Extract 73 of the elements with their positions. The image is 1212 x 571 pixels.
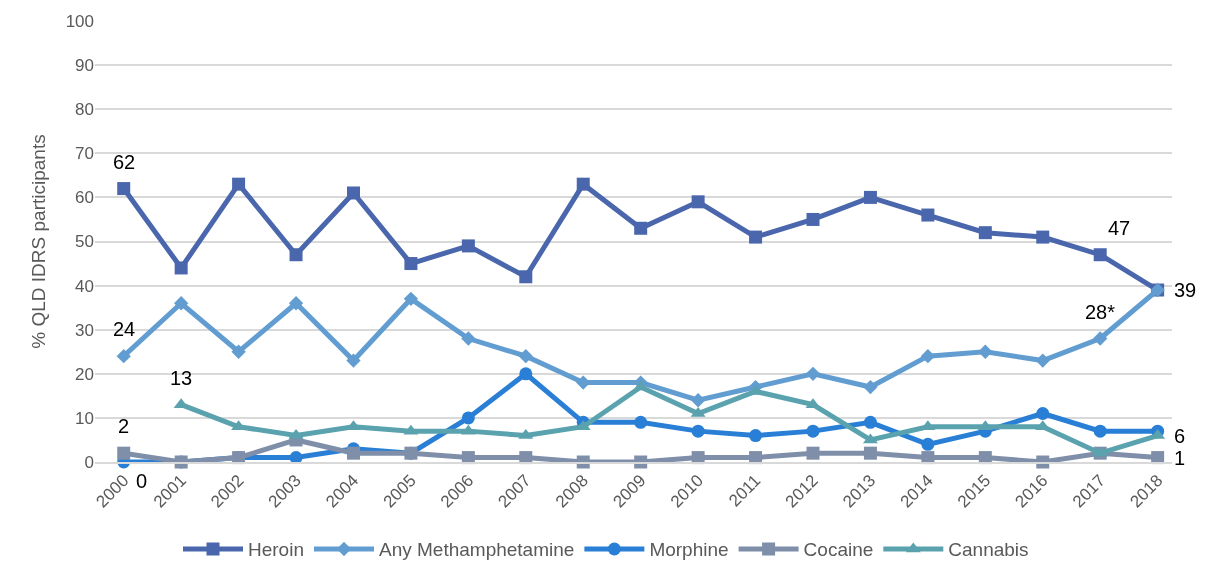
point <box>519 270 533 284</box>
point <box>346 186 360 200</box>
y-tick-label: 40 <box>75 276 94 296</box>
point <box>346 353 361 368</box>
legend-label: Morphine <box>649 539 729 561</box>
point <box>117 182 131 196</box>
point <box>634 221 648 235</box>
point <box>289 248 303 262</box>
data-label: 28* <box>1085 301 1116 323</box>
data-label: 1 <box>1174 447 1186 469</box>
point <box>690 393 706 408</box>
data-label: 2 <box>118 415 130 437</box>
point <box>863 379 878 395</box>
point <box>576 177 590 191</box>
point <box>461 331 476 346</box>
point <box>806 212 820 226</box>
point <box>749 230 763 244</box>
point <box>174 296 189 311</box>
y-tick-label: 0 <box>84 452 94 472</box>
point <box>518 349 533 364</box>
point <box>1093 424 1107 438</box>
legend-label: Cannabis <box>948 539 1029 561</box>
y-tick-label: 100 <box>65 11 94 31</box>
point <box>1035 353 1050 368</box>
y-tick-label: 10 <box>75 408 94 428</box>
point <box>117 446 131 460</box>
data-label: 13 <box>170 367 193 389</box>
point <box>232 177 246 191</box>
point <box>978 344 993 359</box>
legend-label: Any Methamphetamine <box>378 539 575 561</box>
y-tick-label: 50 <box>75 232 94 252</box>
point <box>461 411 475 425</box>
point <box>691 195 705 209</box>
point <box>346 446 360 460</box>
legend-label: Heroin <box>248 539 304 561</box>
point <box>403 291 419 306</box>
point <box>806 446 820 460</box>
point <box>634 415 648 429</box>
y-tick-label: 80 <box>75 100 94 120</box>
point <box>921 437 935 451</box>
point <box>116 349 131 364</box>
point <box>461 239 475 253</box>
data-label: 39 <box>1174 279 1197 301</box>
y-tick-label: 20 <box>75 364 94 384</box>
point <box>749 429 763 443</box>
data-label: 62 <box>113 151 136 173</box>
data-label: 24 <box>113 318 136 340</box>
point <box>863 415 877 429</box>
y-tick-label: 30 <box>75 320 94 340</box>
point <box>519 367 533 381</box>
point <box>1036 406 1050 420</box>
y-tick-label: 70 <box>75 144 94 164</box>
point <box>921 208 935 222</box>
legend-label: Cocaine <box>803 539 874 561</box>
point <box>174 261 188 275</box>
point <box>231 344 246 359</box>
data-label: 0 <box>136 470 148 492</box>
point <box>863 190 877 204</box>
point <box>288 296 304 311</box>
point <box>806 424 820 438</box>
point <box>1093 248 1107 262</box>
point <box>404 257 418 271</box>
point <box>1093 331 1108 346</box>
y-tick-label: 60 <box>75 188 94 208</box>
point <box>691 424 705 438</box>
point <box>978 226 992 240</box>
point <box>1036 230 1050 244</box>
y-tick-label: 90 <box>75 56 94 76</box>
point <box>863 446 877 460</box>
y-axis-title: % QLD IDRS participants <box>28 134 50 349</box>
data-label: 6 <box>1174 425 1186 447</box>
point <box>805 366 821 381</box>
data-label: 47 <box>1108 217 1131 239</box>
